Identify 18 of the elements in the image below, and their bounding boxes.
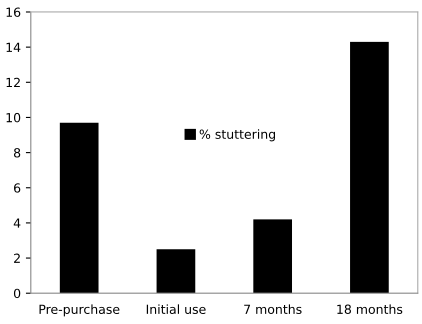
x-tick-label: 18 months bbox=[337, 304, 402, 314]
x-tick-label: 7 months bbox=[244, 304, 302, 314]
y-tick-label: 6 bbox=[14, 183, 20, 193]
bar bbox=[253, 219, 292, 294]
bar bbox=[60, 122, 99, 294]
x-tick-label: Pre-purchase bbox=[40, 304, 120, 316]
legend-label: % stuttering bbox=[200, 129, 275, 142]
bar bbox=[350, 42, 389, 294]
y-tick-label: 2 bbox=[14, 254, 20, 263]
y-tick-label: 4 bbox=[14, 218, 20, 228]
bar bbox=[156, 249, 196, 294]
y-tick-label: 16 bbox=[6, 7, 20, 17]
y-tick-label: 14 bbox=[6, 42, 20, 52]
y-tick-label: 10 bbox=[6, 112, 20, 122]
y-tick-label: 12 bbox=[6, 78, 20, 88]
x-tick-label: Initial use bbox=[146, 304, 206, 314]
y-tick-label: 8 bbox=[14, 148, 20, 158]
y-tick-label: 0 bbox=[14, 288, 20, 298]
